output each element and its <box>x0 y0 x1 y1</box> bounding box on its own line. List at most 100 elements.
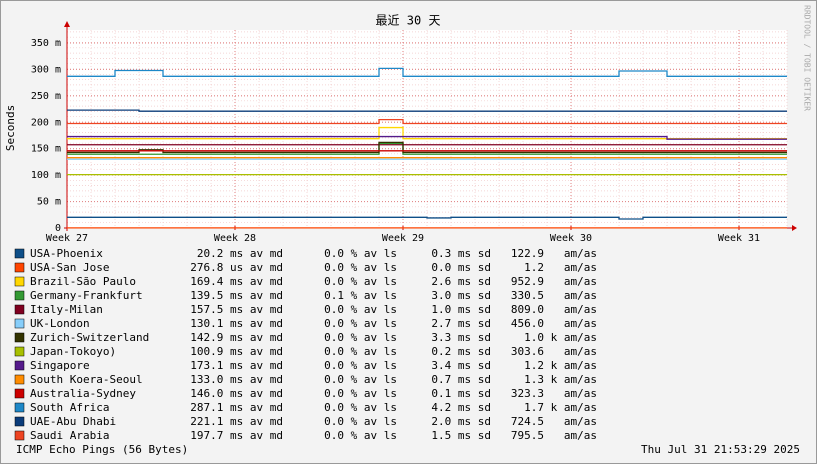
legend-stat: 4.2 ms sd <box>431 401 491 414</box>
legend-label: Australia-Sydney <box>30 387 136 400</box>
legend-label: USA-Phoenix <box>30 247 103 260</box>
legend-label: South Africa <box>30 401 109 414</box>
legend-stat: 0.0 % av ls <box>324 387 397 400</box>
side-text: RRDTOOL / TOBI OETIKER <box>803 5 812 111</box>
legend-stat: 0.0 % av ls <box>324 247 397 260</box>
legend-stat: 952.9 am/as <box>511 275 597 288</box>
x-tick-label: Week 28 <box>214 233 256 244</box>
legend-swatch <box>14 304 25 315</box>
legend-stat: 0.7 ms sd <box>431 373 491 386</box>
legend-swatch <box>14 318 25 329</box>
legend-label: Germany-Frankfurt <box>30 289 143 302</box>
legend-stat: 0.0 % av ls <box>324 429 397 442</box>
series-line <box>67 67 787 77</box>
legend-label: Zurich-Switzerland <box>30 331 149 344</box>
x-tick-label: Week 27 <box>46 233 88 244</box>
legend-stat: 0.0 % av ls <box>324 359 397 372</box>
legend-swatch <box>14 290 25 301</box>
legend-stat: 323.3 am/as <box>511 387 597 400</box>
series-line <box>67 118 787 125</box>
legend-stat: 276.8 us av md <box>190 261 283 274</box>
legend-stat: 221.1 ms av md <box>190 415 283 428</box>
legend-stat: 139.5 ms av md <box>190 289 283 302</box>
legend-stat: 0.3 ms sd <box>431 247 491 260</box>
legend-stat: 3.0 ms sd <box>431 289 491 302</box>
legend-stat: 122.9 am/as <box>511 247 597 260</box>
legend-label: Italy-Milan <box>30 303 103 316</box>
series-line <box>67 141 787 154</box>
legend-stat: 0.0 % av ls <box>324 261 397 274</box>
legend-stat: 724.5 am/as <box>511 415 597 428</box>
legend-label: South Koera-Seoul <box>30 373 143 386</box>
legend-swatch <box>14 360 25 371</box>
legend-swatch <box>14 430 25 441</box>
legend-stat: 330.5 am/as <box>511 289 597 302</box>
x-tick-label: Week 31 <box>718 233 760 244</box>
legend-stat: 157.5 ms av md <box>190 303 283 316</box>
legend-label: UAE-Abu Dhabi <box>30 415 116 428</box>
legend-stat: 1.2 am/as <box>524 261 597 274</box>
legend-label: Brazil-São Paulo <box>30 275 136 288</box>
y-tick-label: 350 m <box>31 38 61 49</box>
legend-stat: 0.0 % av ls <box>324 373 397 386</box>
y-tick-label: 100 m <box>31 170 61 181</box>
legend-stat: 0.1 ms sd <box>431 387 491 400</box>
legend-stat: 169.4 ms av md <box>190 275 283 288</box>
legend-stat: 795.5 am/as <box>511 429 597 442</box>
legend-stat: 197.7 ms av md <box>190 429 283 442</box>
y-tick-label: 0 <box>55 223 61 234</box>
legend-stat: 0.0 % av ls <box>324 317 397 330</box>
y-tick-label: 150 m <box>31 144 61 155</box>
legend-stat: 2.7 ms sd <box>431 317 491 330</box>
legend-stat: 130.1 ms av md <box>190 317 283 330</box>
legend-label: Saudi Arabia <box>30 429 109 442</box>
legend-stat: 173.1 ms av md <box>190 359 283 372</box>
legend-stat: 1.7 k am/as <box>524 401 597 414</box>
legend-swatch <box>14 416 25 427</box>
legend-label: Japan-Tokoyo) <box>30 345 116 358</box>
legend-stat: 1.2 k am/as <box>524 359 597 372</box>
y-tick-label: 300 m <box>31 64 61 75</box>
legend-swatch <box>14 248 25 259</box>
legend-swatch <box>14 346 25 357</box>
legend-stat: 0.0 ms sd <box>431 261 491 274</box>
legend-stat: 0.0 % av ls <box>324 401 397 414</box>
legend-stat: 1.5 ms sd <box>431 429 491 442</box>
legend-stat: 100.9 ms av md <box>190 345 283 358</box>
legend-stat: 3.3 ms sd <box>431 331 491 344</box>
legend-stat: 303.6 am/as <box>511 345 597 358</box>
legend-stat: 0.2 ms sd <box>431 345 491 358</box>
legend-stat: 809.0 am/as <box>511 303 597 316</box>
legend-stat: 0.0 % av ls <box>324 331 397 344</box>
x-tick-label: Week 30 <box>550 233 592 244</box>
legend-stat: 1.0 k am/as <box>524 331 597 344</box>
legend-label: USA-San Jose <box>30 261 109 274</box>
legend-stat: 146.0 ms av md <box>190 387 283 400</box>
axis-arrow <box>64 21 70 27</box>
series-line <box>67 126 787 140</box>
legend-stat: 2.6 ms sd <box>431 275 491 288</box>
series-line <box>67 109 787 112</box>
axis-arrow <box>792 225 797 231</box>
series-line <box>67 216 787 220</box>
chart-title: 最近 30 天 <box>376 14 441 28</box>
legend-swatch <box>14 374 25 385</box>
legend-stat: 1.3 k am/as <box>524 373 597 386</box>
legend-stat: 3.4 ms sd <box>431 359 491 372</box>
legend-swatch <box>14 262 25 273</box>
series-line <box>67 135 787 140</box>
series-line <box>67 142 787 155</box>
y-tick-label: 250 m <box>31 91 61 102</box>
y-tick-label: 200 m <box>31 117 61 128</box>
legend-stat: 0.0 % av ls <box>324 303 397 316</box>
legend-swatch <box>14 388 25 399</box>
legend-label: Singapore <box>30 359 90 372</box>
legend-swatch <box>14 332 25 343</box>
legend-label: UK-London <box>30 317 90 330</box>
timestamp: Thu Jul 31 21:53:29 2025 <box>641 443 800 456</box>
footer: ICMP Echo Pings (56 Bytes) <box>16 443 188 456</box>
legend-stat: 0.0 % av ls <box>324 345 397 358</box>
legend-stat: 456.0 am/as <box>511 317 597 330</box>
legend-stat: 1.0 ms sd <box>431 303 491 316</box>
